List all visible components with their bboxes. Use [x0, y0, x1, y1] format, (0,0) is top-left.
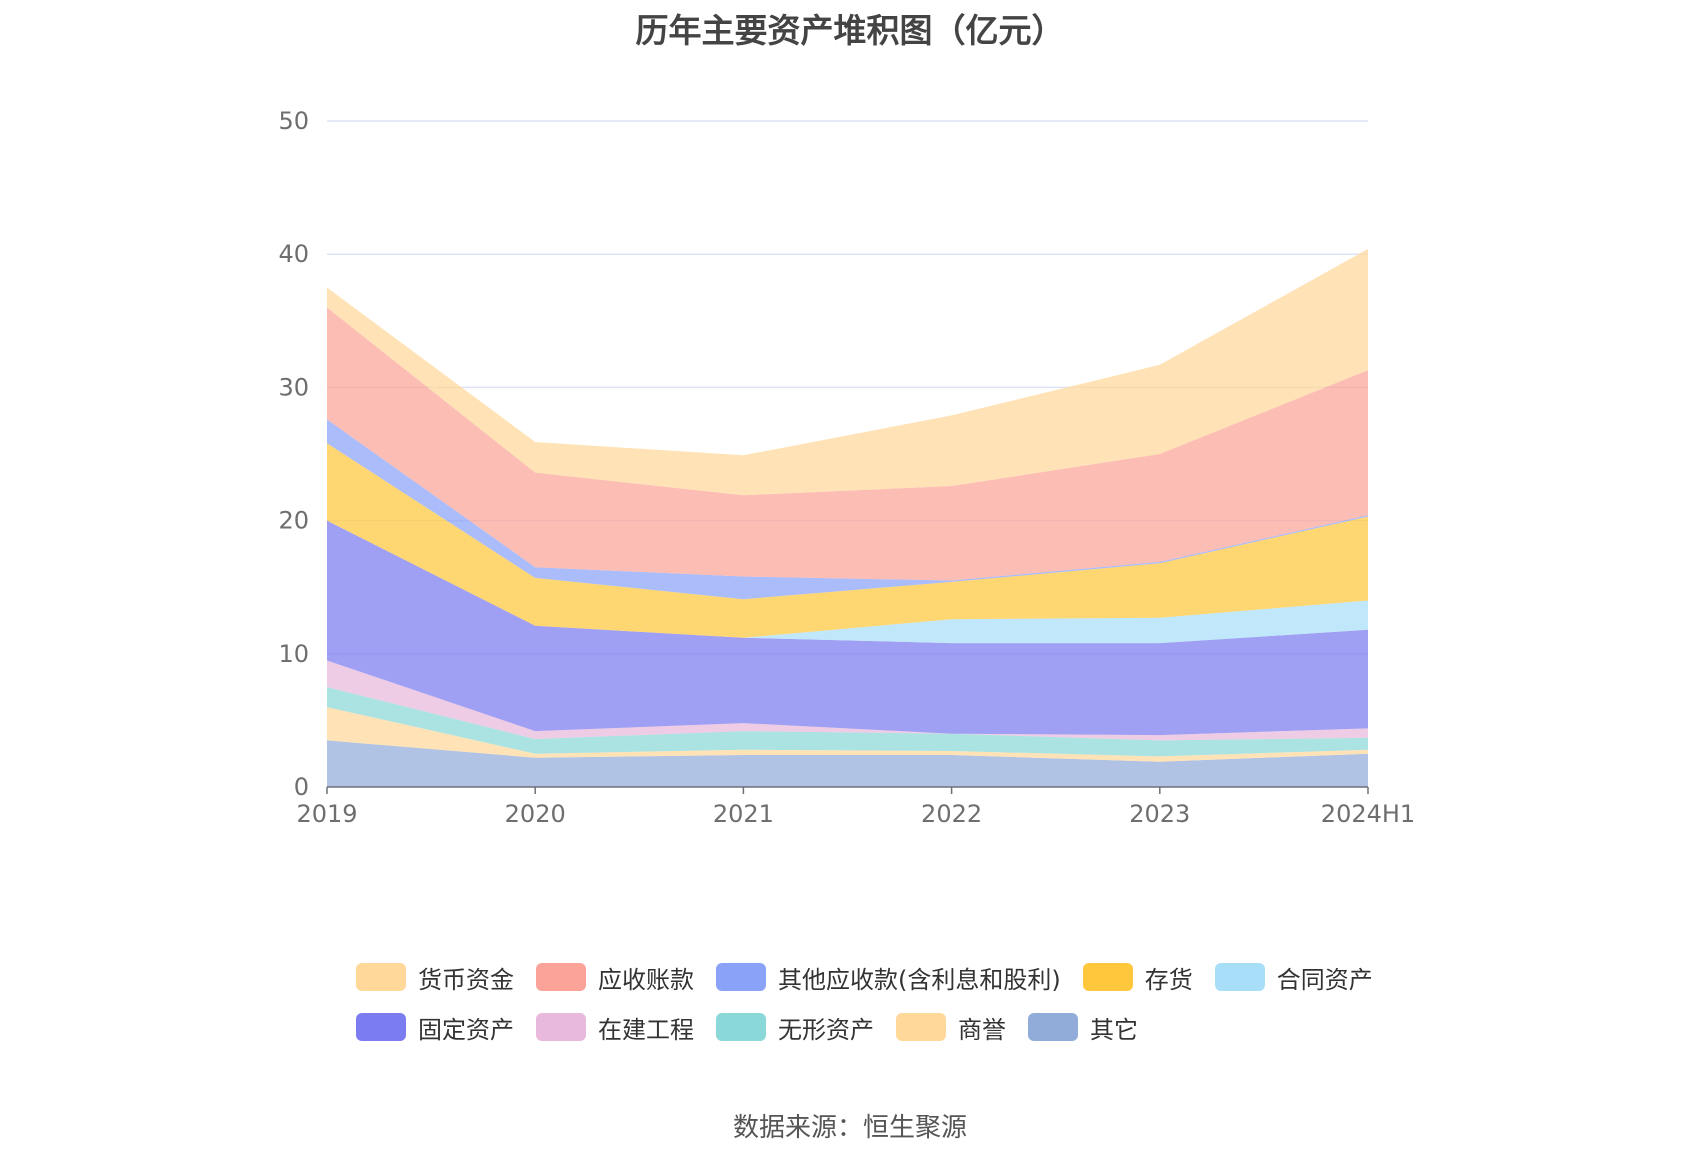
legend-swatch — [356, 1013, 406, 1041]
legend-swatch — [716, 1013, 766, 1041]
legend-item[interactable]: 合同资产 — [1214, 960, 1373, 995]
legend-row: 固定资产 在建工程 无形资产 商誉 其它 — [356, 1002, 1406, 1052]
legend-item[interactable]: 其它 — [1028, 1010, 1138, 1045]
legend: 货币资金 应收账款 其他应收款(含利息和股利) 存货 合同资产 固定资产 在建工程 无形资产… — [356, 952, 1406, 1052]
legend-item[interactable]: 应收账款 — [536, 960, 694, 995]
y-tick-label: 0 — [294, 773, 309, 801]
legend-swatch — [716, 963, 766, 991]
legend-row: 货币资金 应收账款 其他应收款(含利息和股利) 存货 合同资产 — [356, 952, 1406, 1002]
legend-label: 应收账款 — [598, 965, 694, 994]
legend-label: 其他应收款(含利息和股利) — [778, 965, 1061, 994]
x-tick-label: 2024H1 — [1321, 800, 1415, 828]
y-tick-label: 40 — [278, 240, 309, 268]
legend-label: 存货 — [1144, 965, 1193, 994]
legend-label: 无形资产 — [778, 1015, 874, 1044]
area-series-固定资产 — [327, 520, 1368, 736]
x-tick-label: 2023 — [1129, 800, 1190, 828]
legend-item[interactable]: 存货 — [1082, 960, 1193, 995]
legend-swatch — [1214, 963, 1265, 991]
area-series-无形资产 — [327, 687, 1368, 757]
area-series-商誉 — [327, 707, 1368, 762]
legend-item[interactable]: 其他应收款(含利息和股利) — [716, 960, 1061, 995]
legend-swatch — [1028, 1013, 1078, 1041]
y-tick-label: 30 — [278, 373, 309, 401]
area-series-在建工程 — [327, 660, 1368, 741]
legend-swatch — [1082, 963, 1133, 991]
x-tick-label: 2022 — [921, 800, 982, 828]
y-tick-label: 50 — [278, 107, 309, 135]
area-series-应收账款 — [327, 307, 1368, 581]
legend-label: 在建工程 — [598, 1015, 694, 1044]
x-tick-label: 2021 — [713, 800, 774, 828]
area-series — [327, 248, 1368, 787]
legend-label: 其它 — [1090, 1015, 1138, 1044]
legend-swatch — [536, 1013, 586, 1041]
x-tick-label: 2020 — [505, 800, 566, 828]
legend-label: 固定资产 — [418, 1015, 514, 1044]
y-tick-label: 20 — [278, 507, 309, 535]
legend-swatch — [536, 963, 586, 991]
chart-title: 历年主要资产堆积图（亿元） — [635, 11, 1065, 50]
y-tick-label: 10 — [278, 640, 309, 668]
area-series-存货 — [327, 443, 1368, 638]
legend-label: 商誉 — [958, 1015, 1006, 1044]
legend-item[interactable]: 商誉 — [896, 1010, 1006, 1045]
data-source-note: 数据来源：恒生聚源 — [732, 1113, 967, 1143]
legend-item[interactable]: 在建工程 — [536, 1010, 694, 1045]
legend-item[interactable]: 固定资产 — [356, 1010, 514, 1045]
legend-swatch — [356, 963, 406, 991]
x-tick-label: 2019 — [296, 800, 357, 828]
legend-label: 合同资产 — [1276, 965, 1373, 994]
area-series-其它 — [327, 740, 1368, 787]
legend-label: 货币资金 — [418, 965, 514, 994]
area-series-货币资金 — [327, 248, 1368, 496]
axes: 0 10 20 30 40 50 2019 2020 2021 2022 2023 2024H1 — [278, 107, 1415, 828]
legend-item[interactable]: 货币资金 — [356, 960, 514, 995]
legend-item[interactable]: 无形资产 — [716, 1010, 874, 1045]
area-series-合同资产 — [327, 520, 1368, 644]
legend-swatch — [896, 1013, 946, 1041]
